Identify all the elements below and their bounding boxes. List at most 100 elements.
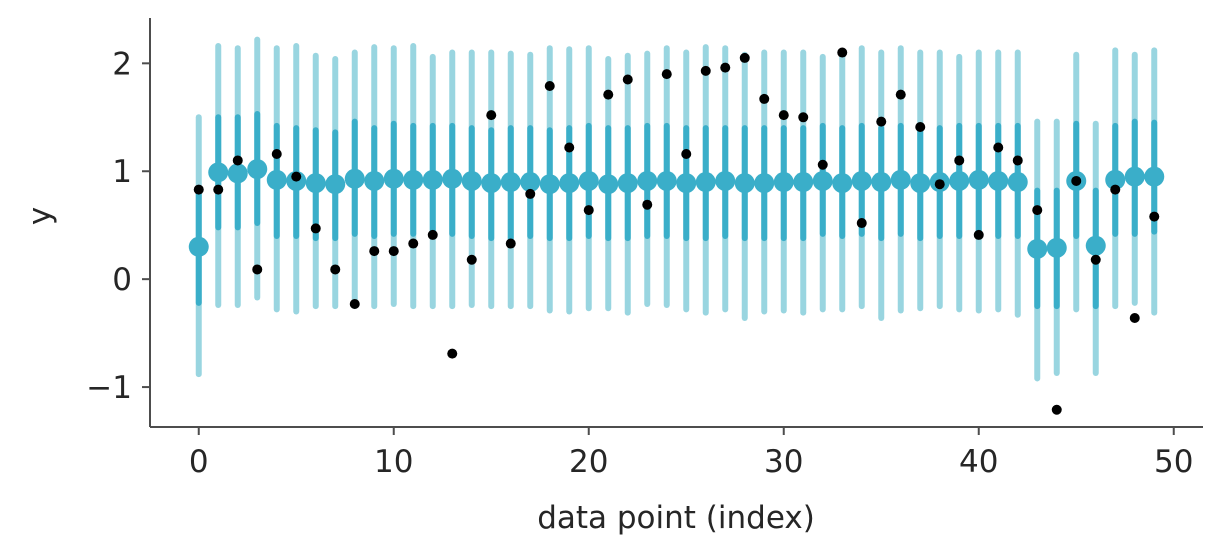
predicted-mean-point — [227, 163, 248, 184]
predicted-mean-point — [617, 173, 638, 194]
predicted-mean-point — [598, 174, 619, 195]
observed-point — [1090, 254, 1101, 265]
predicted-mean-point — [871, 172, 892, 193]
x-tick-label: 0 — [189, 444, 209, 480]
observed-point — [1149, 211, 1160, 222]
observed-point — [700, 65, 711, 76]
x-axis-label: data point (index) — [537, 500, 815, 536]
axes: 0 10 20 30 40 50 −1 0 1 2 — [86, 18, 1203, 480]
observed-point — [739, 52, 750, 63]
x-ticks: 0 10 20 30 40 50 — [189, 427, 1193, 480]
predicted-mean-point — [208, 162, 229, 183]
observed-point — [564, 142, 575, 153]
x-tick-label: 20 — [569, 444, 608, 480]
predicted-mean-point — [832, 173, 853, 194]
observed-point — [544, 80, 555, 91]
observed-point — [213, 184, 224, 195]
x-tick-label: 50 — [1154, 444, 1193, 480]
observed-point — [291, 171, 302, 182]
observed-point — [915, 121, 926, 132]
predicted-mean-point — [1085, 235, 1106, 256]
predicted-mean-point — [812, 170, 833, 191]
predicted-mean-point — [266, 169, 287, 190]
observed-point — [837, 47, 848, 58]
observed-point — [973, 229, 984, 240]
x-tick-label: 40 — [959, 444, 998, 480]
observed-point — [817, 159, 828, 170]
predicted-mean-point — [715, 170, 736, 191]
observed-point — [661, 69, 672, 80]
observed-point — [1012, 155, 1023, 166]
predicted-mean-point — [656, 170, 677, 191]
observed-point — [349, 298, 360, 309]
observed-point — [759, 93, 770, 104]
x-tick-label: 30 — [764, 444, 803, 480]
y-tick-label: −1 — [86, 370, 132, 406]
predicted-mean-point — [364, 170, 385, 191]
observed-point — [408, 238, 419, 249]
predicted-mean-point — [403, 169, 424, 190]
observed-point — [720, 62, 731, 73]
predicted-mean-point — [773, 172, 794, 193]
predicted-mean-point — [734, 173, 755, 194]
observed-point — [525, 188, 536, 199]
observed-point — [271, 148, 282, 159]
plot-marks — [188, 36, 1165, 415]
predicted-mean-point — [500, 172, 521, 193]
observed-point — [1071, 175, 1082, 186]
predicted-mean-point — [754, 173, 775, 194]
observed-point — [369, 246, 380, 257]
observed-point — [954, 155, 965, 166]
predicted-mean-point — [442, 168, 463, 189]
predicted-mean-point — [1027, 238, 1048, 259]
predicted-mean-point — [383, 168, 404, 189]
observed-point — [993, 142, 1004, 153]
observed-point — [466, 254, 477, 265]
observed-point — [388, 246, 399, 257]
observed-point — [1129, 313, 1140, 324]
observed-point — [193, 184, 204, 195]
predicted-mean-point — [851, 170, 872, 191]
predicted-mean-point — [247, 159, 268, 180]
predicted-mean-point — [305, 173, 326, 194]
predicted-mean-point — [637, 170, 658, 191]
predicted-mean-point — [188, 236, 209, 257]
predicted-mean-point — [520, 172, 541, 193]
predicted-mean-point — [481, 173, 502, 194]
observed-point — [583, 205, 594, 216]
y-axis-label: y — [22, 207, 58, 225]
observed-point — [642, 199, 653, 210]
observed-point — [505, 238, 516, 249]
y-tick-label: 2 — [112, 46, 132, 82]
predicted-mean-point — [793, 172, 814, 193]
predicted-mean-point — [1105, 169, 1126, 190]
predicted-mean-point — [1046, 237, 1067, 258]
observed-point — [934, 179, 945, 190]
predicted-mean-point — [578, 170, 599, 191]
predicted-mean-point — [676, 173, 697, 194]
observed-point — [427, 229, 438, 240]
observed-point — [622, 74, 633, 85]
observed-point — [603, 89, 614, 100]
observed-point — [798, 112, 809, 123]
predicted-mean-point — [1124, 166, 1145, 187]
observed-point — [1032, 205, 1043, 216]
observed-point — [447, 348, 458, 359]
predicted-mean-point — [1007, 172, 1028, 193]
observed-point — [1110, 184, 1121, 195]
predicted-mean-point — [461, 170, 482, 191]
observed-point — [778, 110, 789, 121]
observed-point — [856, 218, 867, 229]
predicted-mean-point — [344, 168, 365, 189]
predicted-mean-point — [988, 170, 1009, 191]
predicted-mean-point — [325, 174, 346, 195]
predicted-mean-point — [559, 173, 580, 194]
observed-point — [1051, 404, 1062, 415]
observed-point — [252, 264, 263, 275]
x-tick-label: 10 — [374, 444, 413, 480]
observed-point — [895, 89, 906, 100]
observed-point — [232, 155, 243, 166]
predicted-mean-point — [695, 172, 716, 193]
predicted-mean-point — [968, 169, 989, 190]
